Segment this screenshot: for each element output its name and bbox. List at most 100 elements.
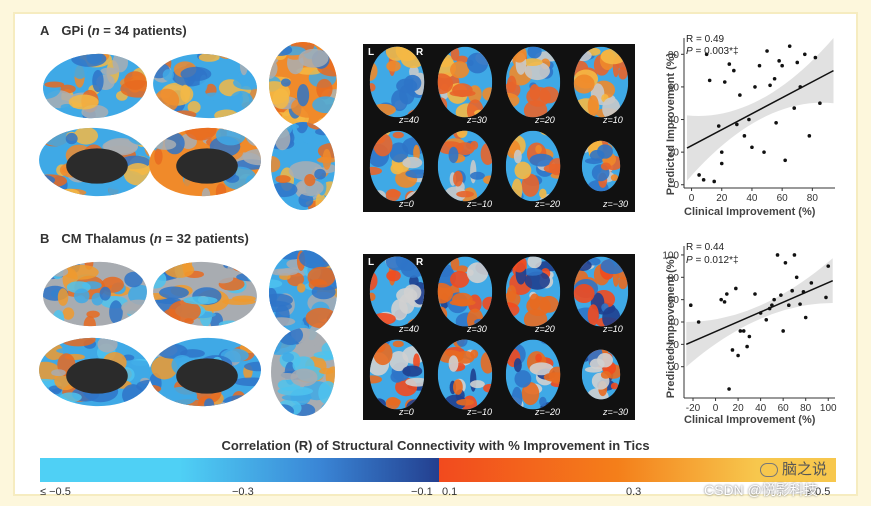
panel-a-point-10 [727,62,732,66]
panel-a-point-27 [787,44,792,48]
panel-a-point-31 [803,52,807,57]
panel-b-point-22 [781,329,785,333]
panel-a-point-20 [765,49,769,53]
panel-a-point-6 [716,124,721,128]
panel-b-point-33 [826,264,831,268]
panel-a-slice-mosaic: L R z=40 z=30 z=20 z=10 z=0 z=−10 z=−20 z=−30 [363,44,635,212]
panel-a-xtick-label-4: 60 [777,193,789,204]
panel-b-ytick-label-2: 20 [668,340,680,351]
panel-b-slice-8 [581,349,621,400]
panel-a-point-5 [712,179,716,184]
panel-b-ytick-label-3: 40 [668,318,680,329]
panel-b-letter: B [40,231,50,246]
panel-b-point-19 [772,297,776,302]
panel-a-point-22 [772,76,777,81]
panel-a-letter: A [40,23,50,38]
panel-b-point-11 [741,329,746,333]
panel-b-title-prefix: CM Thalamus ( [61,231,154,246]
panel-a-slice-label-1: z=40 [399,115,419,125]
panel-b-point-18 [770,303,774,308]
panel-b-ytick-label-4: 60 [668,295,680,306]
colorbar-title: Correlation (R) of Structural Connectivi… [221,438,650,453]
panel-b-point-26 [792,253,797,257]
colorbar-positive [439,458,836,482]
panel-b-title: B CM Thalamus (n = 32 patients) [40,231,249,246]
panel-a-right-label: R [416,47,424,58]
panel-a-slice-8 [581,140,621,192]
panel-a-p-symbol: P [686,46,693,57]
panel-a-point-19 [762,150,766,154]
panel-a-title: A GPi (n = 34 patients) [40,23,187,38]
panel-a-xtick-label-3: 40 [746,193,758,204]
panel-a-point-2 [701,178,706,182]
panel-a-point-15 [747,117,751,122]
panel-a-n-symbol: n [91,23,100,38]
panel-a-point-30 [798,85,803,89]
panel-b-slice-label-2: z=30 [467,324,487,334]
panel-a-point-14 [742,134,747,138]
colorbar-tick-2: −0.3 [232,486,254,498]
panel-b-p-value: = 0.012*‡ [692,255,739,266]
panel-b-xtick-label-1: -20 [686,403,701,414]
panel-a-xtick-label-5: 80 [807,193,819,204]
panel-a-slice-label-3: z=20 [535,115,555,125]
panel-b-point-5 [725,292,729,296]
panel-a-point-18 [757,63,762,68]
watermark-brand: 脑之说 [760,458,827,479]
panel-a-point-23 [774,120,778,125]
panel-a-p-value: = 0.003*‡ [692,46,739,57]
panel-a-title-suffix: = 34 patients) [99,23,187,38]
panel-a-slice-label-7: z=−20 [535,199,561,209]
wechat-icon [760,463,778,478]
panel-a-point-34 [818,101,822,106]
panel-a-point-26 [783,158,787,163]
panel-a-stat-r: R = 0.49 [686,34,725,45]
colorbar-tick-3: −0.1 [411,486,433,498]
panel-a-ytick-label-2: 20 [668,148,680,159]
panel-b-point-6 [727,387,731,391]
panel-b-xtick-label-3: 20 [733,403,745,414]
panel-a-fit-line [686,69,834,149]
panel-b-stat-p: P = 0.012*‡ [686,255,739,266]
panel-b-right-label: R [416,257,424,268]
panel-b-xtick-label-7: 100 [820,403,837,414]
panel-a-xtick-label-1: 0 [689,193,695,204]
panel-b-xtick-label-6: 80 [800,403,812,414]
panel-b-point-10 [738,329,743,333]
panel-b-slices [369,256,629,410]
panel-b-p-symbol: P [686,255,693,266]
panel-a-point-1 [697,173,701,177]
panel-a-point-12 [735,122,739,127]
panel-a-point-16 [750,145,754,150]
panel-a-title-prefix: GPi ( [61,23,92,38]
panel-b-point-29 [801,290,806,294]
panel-b-title-suffix: = 32 patients) [161,231,249,246]
colorbar-tick-1: ≤ −0.5 [40,486,71,498]
panel-a-left-label: L [368,47,375,58]
colorbar-tick-5: 0.3 [626,486,642,498]
panel-a-ytick-label-4: 60 [668,82,680,93]
panel-b-slice-label-1: z=40 [399,324,419,334]
panel-a-point-9 [722,80,727,84]
panel-a-ytick-label-3: 40 [668,115,680,126]
panel-b-point-31 [809,281,814,285]
colorbar-tick-4: 0.1 [442,486,458,498]
panel-a-point-33 [813,55,818,60]
panel-b-slice-mosaic: L R z=40 z=30 z=20 z=10 z=0 z=−10 z=−20 z=−30 [363,254,635,420]
colorbar-negative [40,458,439,482]
panel-b-point-2 [696,320,701,324]
panel-b-ytick-label-1: 0 [673,362,679,373]
panel-b-slice-label-4: z=10 [603,324,623,334]
panel-b-point-25 [790,288,794,293]
panel-b-ytick-label-5: 80 [668,273,680,284]
panel-b-point-9 [736,353,740,358]
panel-b-point-12 [745,344,749,349]
panel-a-stat-p: P = 0.003*‡ [686,46,739,57]
panel-a-xtick-label-2: 20 [716,193,728,204]
panel-a-slice-label-6: z=−10 [467,199,493,209]
panel-a-point-28 [792,106,797,110]
panel-b-point-7 [730,348,735,352]
